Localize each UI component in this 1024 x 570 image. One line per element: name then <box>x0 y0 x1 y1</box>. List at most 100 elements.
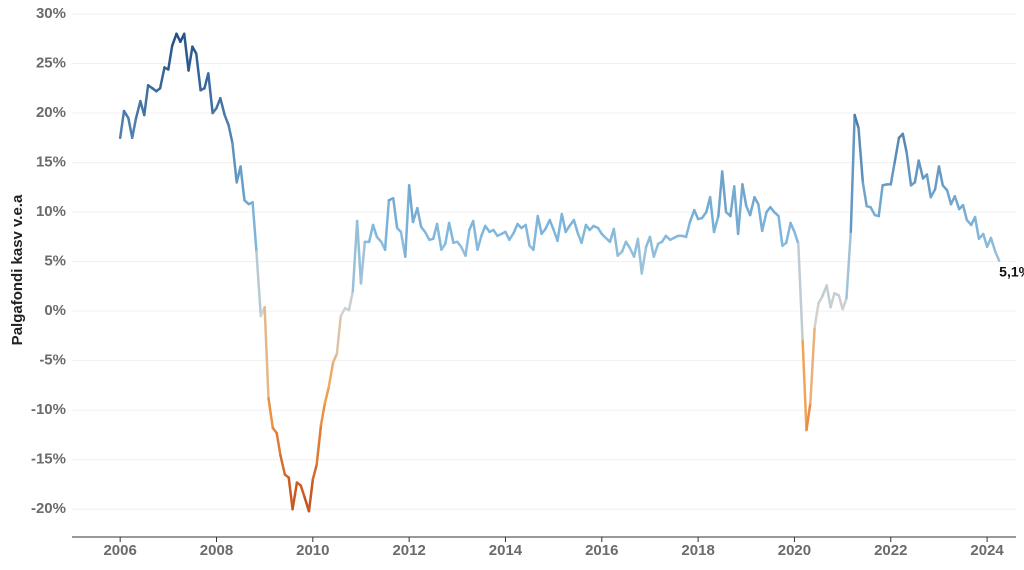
line-segment <box>560 212 567 234</box>
line-segment <box>170 32 178 47</box>
line-segment <box>524 223 531 248</box>
line-segment <box>347 290 355 312</box>
line-segment <box>299 484 306 499</box>
line-segment <box>536 214 543 236</box>
x-tick-label: 2014 <box>489 542 523 559</box>
line-segment <box>636 237 644 275</box>
line-segment <box>359 240 367 285</box>
line-segment <box>841 297 848 311</box>
line-segment <box>335 314 343 356</box>
line-segment <box>785 221 792 245</box>
line-segment <box>757 202 764 233</box>
line-segment <box>423 230 431 242</box>
line-segment <box>367 223 375 244</box>
line-segment <box>134 99 142 120</box>
line-segment <box>512 222 519 235</box>
y-tick-label: 15% <box>36 154 66 171</box>
y-tick-label: 5% <box>44 253 66 270</box>
y-tick-label: 0% <box>44 302 66 319</box>
line-segment <box>323 386 330 405</box>
line-segment <box>793 230 800 246</box>
y-tick-label: -15% <box>31 451 66 468</box>
line-segment <box>556 212 564 243</box>
line-segment <box>720 170 728 214</box>
line-segment <box>471 219 479 251</box>
line-segment <box>311 463 318 481</box>
y-tick-label: -20% <box>31 500 66 517</box>
line-segment <box>708 195 716 234</box>
line-segment <box>817 295 824 305</box>
line-segment <box>901 132 908 154</box>
line-segment <box>158 66 166 90</box>
line-segment <box>182 32 190 72</box>
line-segment <box>407 184 415 224</box>
line-segment <box>797 242 804 343</box>
line-segment <box>913 159 920 184</box>
line-segment <box>195 52 202 92</box>
line-segment <box>331 352 339 364</box>
line-segment <box>275 431 282 458</box>
line-segment <box>945 189 953 206</box>
line-segment <box>612 227 619 257</box>
line-segment <box>994 250 1001 262</box>
line-segment <box>307 478 315 513</box>
line-segment <box>693 208 700 221</box>
line-segment <box>476 234 483 251</box>
line-segment <box>464 228 471 257</box>
line-segment <box>508 231 515 242</box>
line-segment <box>251 200 258 253</box>
line-segment <box>741 183 748 208</box>
x-tick-label: 2016 <box>585 542 618 559</box>
line-segment <box>118 109 126 140</box>
line-segment <box>447 221 455 245</box>
line-segment <box>857 126 865 184</box>
line-segment <box>327 361 335 389</box>
line-segment <box>287 476 294 511</box>
line-segment <box>127 116 134 140</box>
line-segment <box>684 220 692 239</box>
line-segment <box>809 325 816 405</box>
line-segment <box>648 235 656 258</box>
y-axis-title: Palgafondi kasv v.e.a <box>9 194 26 345</box>
line-segment <box>223 113 230 127</box>
line-segment <box>732 185 740 236</box>
line-segment <box>929 188 937 199</box>
line-segment <box>736 183 744 236</box>
x-tick-label: 2006 <box>103 542 136 559</box>
line-segment <box>712 214 720 234</box>
line-segment <box>416 206 423 229</box>
line-segment <box>315 423 323 466</box>
y-tick-label: -5% <box>39 352 66 369</box>
line-segment <box>130 116 138 140</box>
line-segment <box>640 245 648 275</box>
line-segment <box>753 195 760 206</box>
line-segment <box>339 306 347 318</box>
line-segment <box>239 165 246 202</box>
y-tick-label: 30% <box>36 5 66 22</box>
line-segment <box>869 205 877 217</box>
line-segment <box>760 210 768 233</box>
line-segment <box>620 240 628 253</box>
line-segment <box>777 214 784 248</box>
line-segment <box>480 224 487 238</box>
line-segment <box>444 221 451 246</box>
x-tick-label: 2024 <box>970 542 1004 559</box>
line-segment <box>937 165 945 187</box>
line-segment <box>717 170 724 218</box>
line-segment <box>748 195 756 217</box>
line-segment <box>953 195 961 211</box>
line-segment <box>231 141 238 184</box>
line-segment <box>849 113 856 234</box>
line-segment <box>688 208 696 224</box>
y-tick-label: 25% <box>36 54 66 71</box>
line-segment <box>219 96 226 117</box>
line-segment <box>122 109 130 120</box>
line-segment <box>227 123 234 145</box>
line-segment <box>404 184 411 258</box>
y-tick-label: -10% <box>31 401 66 418</box>
line-segment <box>355 219 363 285</box>
line-segment <box>142 84 150 117</box>
x-tick-label: 2010 <box>296 542 329 559</box>
line-segment <box>572 218 579 235</box>
